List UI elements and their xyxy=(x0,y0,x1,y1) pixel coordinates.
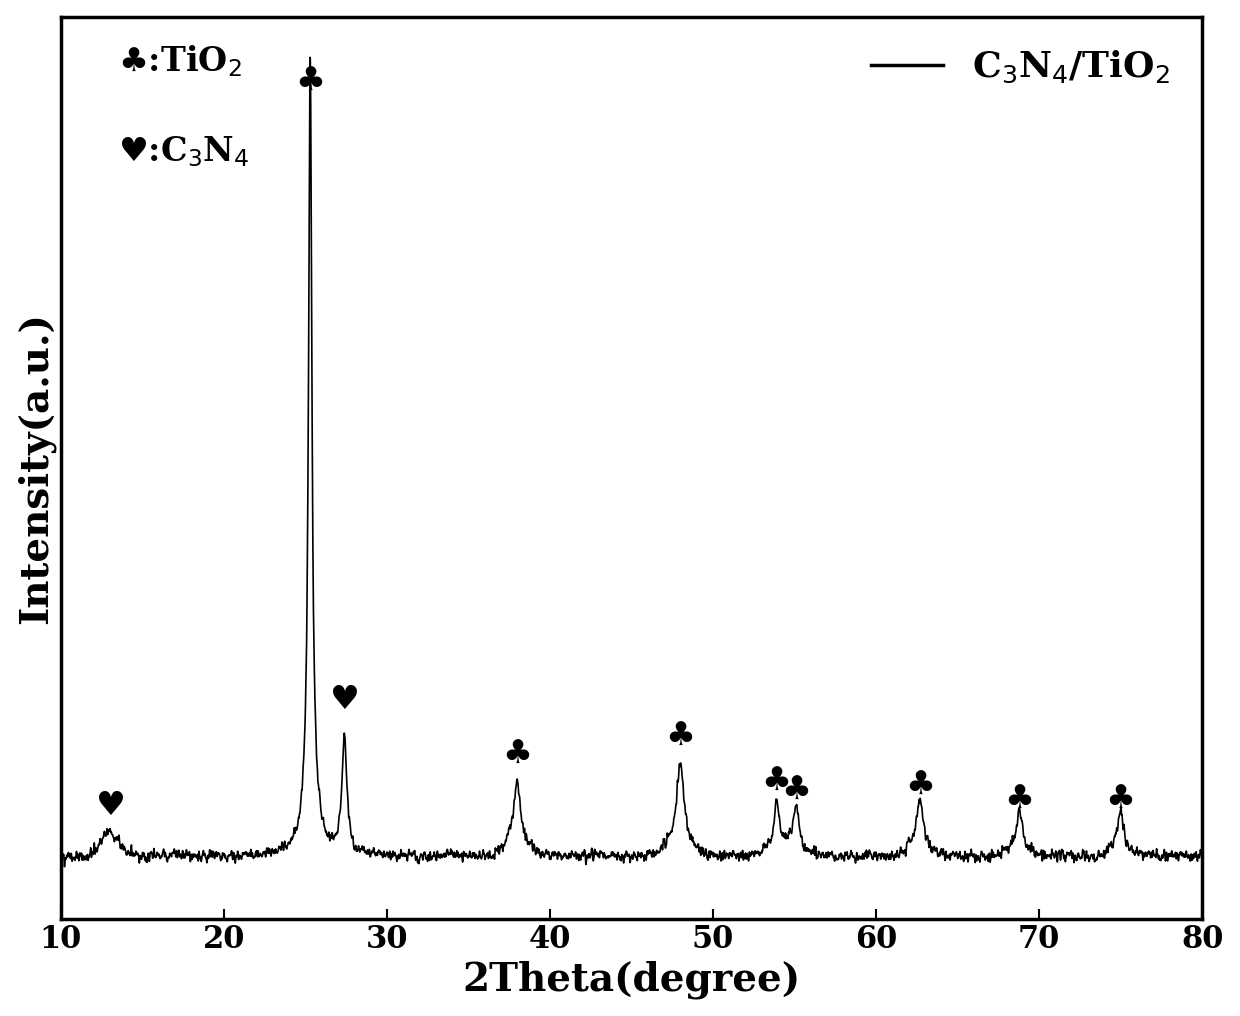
Text: ♣: ♣ xyxy=(905,769,935,802)
Text: ♣: ♣ xyxy=(502,738,532,770)
Text: ♣: ♣ xyxy=(761,765,791,798)
Text: ♣: ♣ xyxy=(781,773,811,807)
Text: ♥:C$_3$N$_4$: ♥:C$_3$N$_4$ xyxy=(118,134,249,169)
Text: ♥: ♥ xyxy=(94,788,124,822)
Y-axis label: Intensity(a.u.): Intensity(a.u.) xyxy=(16,312,55,624)
Text: ♣: ♣ xyxy=(1106,782,1136,816)
Text: ♣: ♣ xyxy=(295,65,325,98)
Text: ♣:TiO$_2$: ♣:TiO$_2$ xyxy=(118,44,242,79)
Text: ♣: ♣ xyxy=(1004,782,1034,816)
Legend: C$_3$N$_4$/TiO$_2$: C$_3$N$_4$/TiO$_2$ xyxy=(856,35,1184,100)
Text: ♥: ♥ xyxy=(330,684,360,716)
Text: ♣: ♣ xyxy=(666,719,696,753)
X-axis label: 2Theta(degree): 2Theta(degree) xyxy=(463,961,801,1000)
